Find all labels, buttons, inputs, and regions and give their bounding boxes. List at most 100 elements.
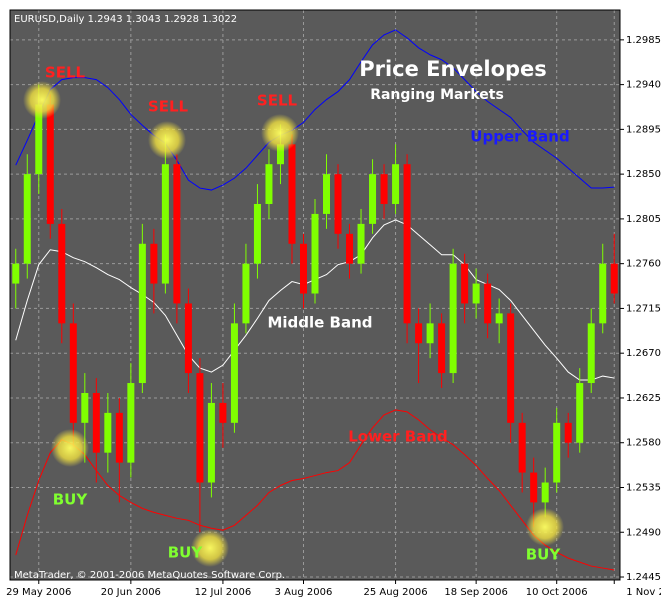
footer: MetaTrader, © 2001-2006 MetaQuotes Softw… xyxy=(14,570,285,581)
y-tick-label: 1.2670 xyxy=(626,348,661,359)
x-tick-label: 25 Aug 2006 xyxy=(364,587,428,598)
candle-body xyxy=(484,283,492,324)
candle-body xyxy=(334,174,342,234)
candle-body xyxy=(507,313,515,423)
y-tick-label: 1.2715 xyxy=(626,303,661,314)
band-label: Middle Band xyxy=(267,314,372,332)
labels: EURUSD,Daily 1.2943 1.3043 1.2928 1.3022… xyxy=(14,14,570,581)
candle-body xyxy=(81,392,89,423)
x-tick-label: 3 Aug 2006 xyxy=(275,587,333,598)
candle-body xyxy=(357,223,365,264)
candle-body xyxy=(219,402,227,423)
axes: 1.2985 1.2940 1.2895 1.2850 1.2805 1.2760 1.27… xyxy=(6,35,661,598)
candle-body xyxy=(449,263,457,374)
signal-glow xyxy=(191,529,229,567)
candle-body xyxy=(265,164,273,204)
candle-body xyxy=(173,164,181,304)
y-tick-label: 1.2850 xyxy=(626,169,661,180)
y-tick-label: 1.2805 xyxy=(626,214,661,225)
candle-body xyxy=(599,263,607,324)
signal-glow xyxy=(148,121,186,159)
candle-body xyxy=(138,243,146,384)
x-tick-label: 10 Oct 2006 xyxy=(526,587,588,598)
candle-body xyxy=(196,373,204,483)
candle-body xyxy=(35,104,43,175)
candle-body xyxy=(288,144,296,244)
candle-body xyxy=(299,243,307,294)
candle-body xyxy=(127,383,135,463)
candle-body xyxy=(415,323,423,344)
candle-body xyxy=(461,263,469,304)
candle-body xyxy=(230,323,238,423)
candle-body xyxy=(495,313,503,324)
signal-label: BUY xyxy=(53,491,89,509)
title: Price Envelopes xyxy=(359,57,547,81)
y-tick-label: 1.2490 xyxy=(626,527,661,538)
signal-glow xyxy=(51,429,89,467)
candle-body xyxy=(311,213,319,294)
y-tick-label: 1.2445 xyxy=(626,572,661,583)
y-tick-label: 1.2760 xyxy=(626,259,661,270)
x-tick-label: 20 Jun 2006 xyxy=(101,587,161,598)
x-tick-label: 12 Jul 2006 xyxy=(195,587,252,598)
candle-body xyxy=(184,303,192,374)
candle-body xyxy=(380,174,388,204)
candle-body xyxy=(610,263,618,294)
candle-body xyxy=(518,422,526,473)
signal-glow xyxy=(23,81,61,119)
candle-body xyxy=(553,422,561,483)
signal-glow xyxy=(261,114,299,152)
candle-body xyxy=(104,412,112,453)
y-tick-label: 1.2940 xyxy=(626,80,661,91)
subtitle: Ranging Markets xyxy=(370,87,504,103)
y-tick-label: 1.2895 xyxy=(626,124,661,135)
y-tick-label: 1.2580 xyxy=(626,438,661,449)
candle-body xyxy=(587,323,595,384)
x-tick-label: 18 Sep 2006 xyxy=(444,587,507,598)
candle-body xyxy=(92,392,100,453)
candle-body xyxy=(12,263,20,284)
signal-glow xyxy=(526,508,564,546)
candle-body xyxy=(426,323,434,344)
candle-body xyxy=(253,203,261,264)
band-line xyxy=(15,409,615,571)
candle-body xyxy=(207,402,215,483)
candle-body xyxy=(69,323,77,423)
candle-body xyxy=(472,283,480,304)
candle-body xyxy=(276,144,284,165)
candle-body xyxy=(369,174,377,224)
signal-label: SELL xyxy=(257,92,298,110)
candle-body xyxy=(346,233,354,264)
header: EURUSD,Daily 1.2943 1.3043 1.2928 1.3022 xyxy=(14,14,237,25)
candle-body xyxy=(323,174,331,214)
candle-body xyxy=(576,383,584,443)
plot-border xyxy=(9,9,621,581)
y-tick-label: 1.2625 xyxy=(626,393,661,404)
signal-label: BUY xyxy=(168,544,204,562)
candle-body xyxy=(438,323,446,374)
signal-label: SELL xyxy=(45,64,86,82)
x-tick-label: 29 May 2006 xyxy=(6,587,71,598)
signal-glows xyxy=(23,81,564,567)
candle-body xyxy=(530,472,538,503)
band-label: Lower Band xyxy=(348,428,448,446)
x-tick-label: 1 Nov 2006 xyxy=(626,587,661,598)
candle-body xyxy=(23,174,31,264)
band-label: Upper Band xyxy=(470,128,569,146)
candle-body xyxy=(161,164,169,284)
signal-label: BUY xyxy=(526,546,562,564)
signal-label: SELL xyxy=(148,98,189,116)
y-tick-label: 1.2535 xyxy=(626,482,661,493)
candle-body xyxy=(564,422,572,443)
candle-body xyxy=(541,482,549,503)
y-tick-label: 1.2985 xyxy=(626,35,661,46)
candle-body xyxy=(115,412,123,463)
candle-body xyxy=(150,243,158,284)
candles xyxy=(12,84,618,533)
band-line xyxy=(15,29,615,191)
candle-body xyxy=(46,104,54,224)
candle-body xyxy=(58,223,66,324)
candle-body xyxy=(242,263,250,324)
candle-body xyxy=(392,164,400,204)
